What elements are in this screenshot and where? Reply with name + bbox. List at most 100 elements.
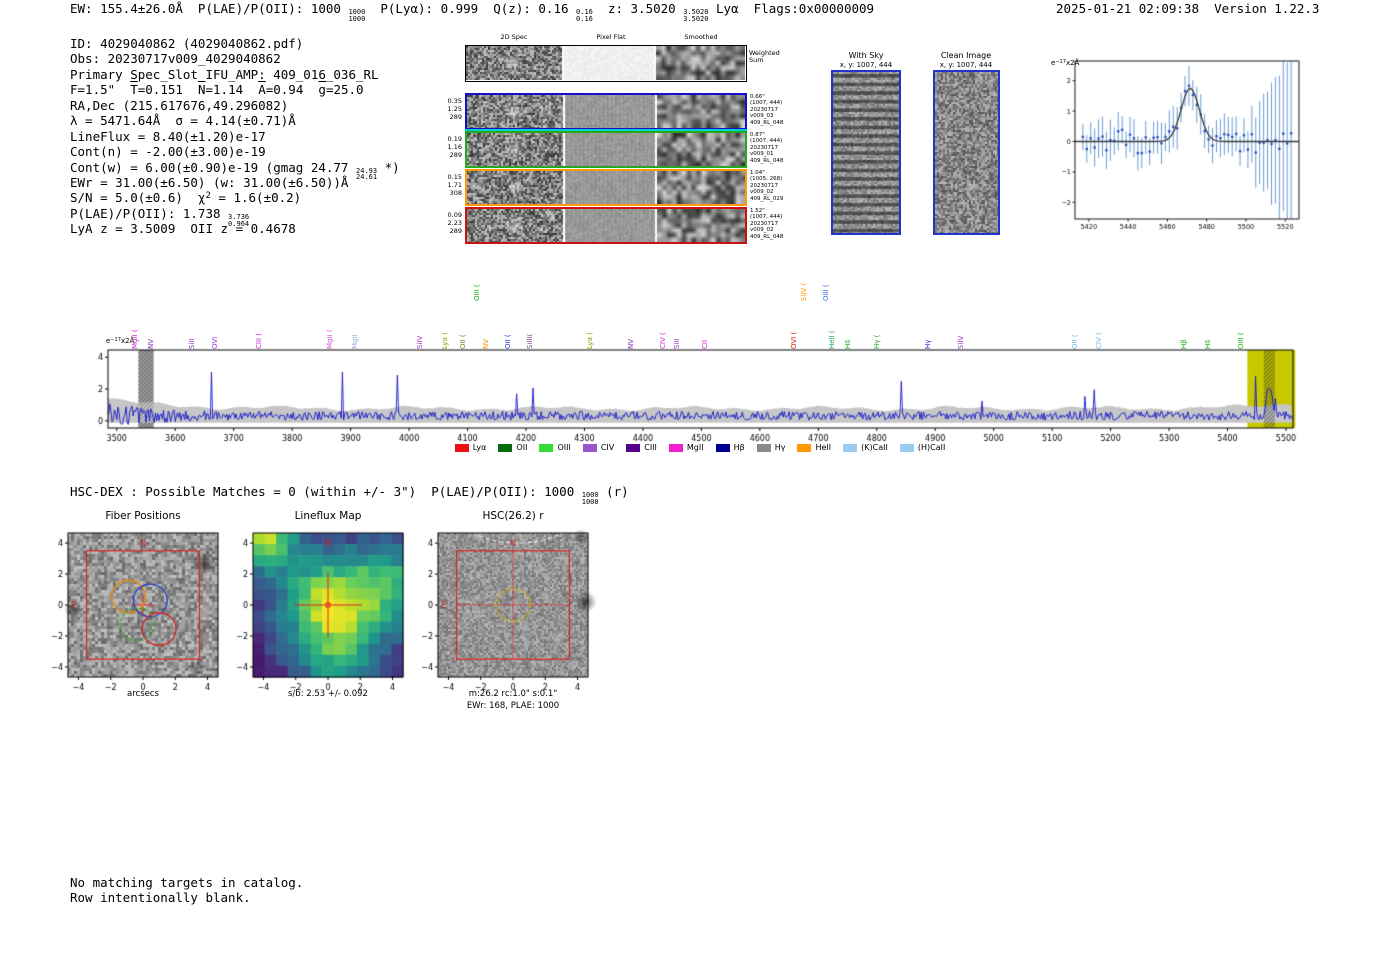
- fiber-positions-canvas: [38, 523, 238, 723]
- legend-color-swatch: [899, 443, 914, 452]
- spec2d-column-header: 2D Spec: [500, 33, 528, 41]
- legend-label: (H)CaII: [917, 443, 946, 452]
- stacked-fraction: 3.736 0.964: [228, 212, 250, 228]
- emission-line-label: SiII: [188, 338, 197, 349]
- emission-line-label: NV: [146, 338, 155, 349]
- line-fit-inset-chart: [1048, 55, 1306, 237]
- emission-line-label: OIII (: [1236, 332, 1245, 349]
- legend-label: CIII: [644, 443, 657, 452]
- legend-label: Hβ: [733, 443, 745, 452]
- spec2d-row-left-label: 0.35 1.25 289: [447, 97, 462, 121]
- legend-color-swatch: [498, 443, 513, 452]
- report-datetime: 2025-01-21 02:09:38: [1056, 1, 1199, 16]
- legend-label: Hγ: [774, 443, 786, 452]
- info-line: Cont(w) = 6.00(±0.90)e-19 (gmag 24.77 24…: [70, 159, 400, 182]
- legend-color-swatch: [715, 443, 730, 452]
- hsc-cutout-title: HSC(26.2) r: [482, 510, 544, 522]
- spec2d-row-left-label: 0.19 1.16 289: [447, 135, 462, 159]
- pixel-flat-column-header: Pixel Flat: [596, 33, 626, 41]
- legend-label: Lyα: [472, 443, 487, 452]
- stacked-fraction: 1000 1000: [581, 491, 599, 506]
- legend-label: OII: [516, 443, 528, 452]
- legend-item: Hβ: [715, 443, 745, 452]
- emission-line-label: Hγ: [923, 339, 932, 349]
- emission-line-label: MgII: [350, 334, 359, 349]
- legend-item: CIII: [626, 443, 657, 452]
- legend-label: CIV: [600, 443, 615, 452]
- with-sky-image-box: [831, 70, 901, 235]
- with-sky-coords: x, y: 1007, 444: [839, 61, 893, 69]
- legend-label: OIII: [557, 443, 571, 452]
- header-datetime-version: 2025-01-21 02:09:38 Version 1.22.3: [1056, 1, 1319, 16]
- with-sky-title: With Sky: [848, 51, 884, 60]
- spec2d-fiber-row-canvas: [467, 95, 745, 128]
- emission-line-label: CIV (: [1095, 332, 1104, 349]
- legend-item: OIII: [539, 443, 571, 452]
- legend-color-swatch: [582, 443, 597, 452]
- emission-line-label: OII (: [1070, 334, 1079, 349]
- with-sky-canvas: [833, 72, 899, 233]
- hsc-dex-matches-line: HSC-DEX : Possible Matches = 0 (within +…: [70, 484, 629, 506]
- legend-item: HeII: [797, 443, 831, 452]
- emission-line-label: OVI: [210, 336, 219, 349]
- spec2d-weighted-sum-strip: [465, 45, 747, 82]
- emission-line-label: Hβ: [1179, 339, 1188, 349]
- lineflux-map-title: Lineflux Map: [294, 510, 362, 522]
- info-line: ID: 4029040862 (4029040862.pdf): [70, 36, 304, 51]
- footer-note-line: Row intentionally blank.: [70, 890, 251, 905]
- info-line: RA,Dec (215.617676,49.296082): [70, 97, 289, 113]
- lineflux-map-xlabel: s/b: 2.53 +/- 0.092: [288, 689, 368, 699]
- clean-image-canvas: [935, 72, 998, 233]
- info-line: LineFlux = 8.40(±1.20)e-17: [70, 128, 266, 144]
- spec2d-row-right-label: 0.87" (1007, 444) 20230717 v009_01 409_R…: [750, 132, 784, 164]
- emission-line-label: SiIII(: [525, 333, 534, 349]
- summed-fiber-marker-line: [465, 129, 747, 131]
- hsc-cutout-stats-line: EWr: 168, PLAE: 1000: [466, 701, 560, 711]
- spec2d-fiber-row: [465, 207, 747, 244]
- info-line: LyA z = 3.5009 OII z = 0.4678: [70, 221, 296, 237]
- stacked-fraction: 0.16 0.16: [576, 8, 593, 23]
- emission-line-label: SiII: [673, 338, 682, 349]
- legend-color-swatch: [797, 443, 812, 452]
- legend-label: (K)CaII: [861, 443, 888, 452]
- hsc-cutout-canvas: [408, 523, 608, 723]
- emission-line-label: CII: [701, 339, 710, 349]
- emission-line-label: Hδ: [844, 339, 853, 349]
- spec2d-row-left-label: 0.09 2.23 289: [447, 211, 462, 235]
- spectrum-legend: Lyα OII OIII CIV CIII MgII Hβ Hγ HeII (K)CaII (H)C…: [320, 443, 1080, 452]
- emission-line-label: OII (: [503, 334, 512, 349]
- header-summary-line: EW: 155.4±26.0Å P(LAE)/P(OII): 1000 1000…: [70, 1, 875, 23]
- hsc-cutout-xlabel: m:26.2 rc:1.0" s:0.1": [468, 689, 558, 699]
- emission-line-label: OIII (: [473, 284, 482, 301]
- stacked-fraction: 1000 1000: [348, 8, 366, 23]
- emission-line-label: SiIV: [416, 335, 425, 349]
- legend-item: OII: [498, 443, 527, 452]
- detection-info-block: ID: 4029040862 (4029040862.pdf) Obs: 2023…: [70, 36, 400, 237]
- legend-item: CIV: [582, 443, 615, 452]
- spec2d-strip-canvas: [466, 46, 745, 80]
- stacked-fraction: 24.93 24.61: [355, 166, 378, 182]
- clean-image-box: [933, 70, 1000, 235]
- legend-color-swatch: [539, 443, 554, 452]
- weighted-sum-label: Weighted Sum: [749, 49, 780, 64]
- flux-units-annotation: e−17x2Å: [106, 336, 135, 345]
- emission-line-label: OVI (: [789, 331, 798, 349]
- legend-item: MgII: [668, 443, 704, 452]
- info-line: F=1.5" T=0.151 N=1.14 A=0.94 g=25.0: [70, 82, 364, 98]
- legend-color-swatch: [756, 443, 771, 452]
- flux-units-annotation: e−17x2Å: [1051, 58, 1080, 67]
- emission-line-label: NV: [481, 338, 490, 349]
- emission-line-label: HeII (: [827, 330, 836, 349]
- info-line: Primary Spec_Slot_IFU_AMP: 409_016_036_R…: [70, 66, 379, 82]
- legend-color-swatch: [843, 443, 858, 452]
- legend-item: (K)CaII: [843, 443, 888, 452]
- clean-image-title: Clean Image: [940, 51, 992, 60]
- footer-note-line: No matching targets in catalog.: [70, 875, 304, 890]
- legend-item: Hγ: [756, 443, 786, 452]
- spec2d-fiber-row-canvas: [467, 171, 745, 204]
- legend-item: Lyα: [454, 443, 487, 452]
- emission-line-label: SiIV: [957, 335, 966, 349]
- legend-item: (H)CaII: [899, 443, 946, 452]
- spec2d-fiber-row: [465, 93, 747, 130]
